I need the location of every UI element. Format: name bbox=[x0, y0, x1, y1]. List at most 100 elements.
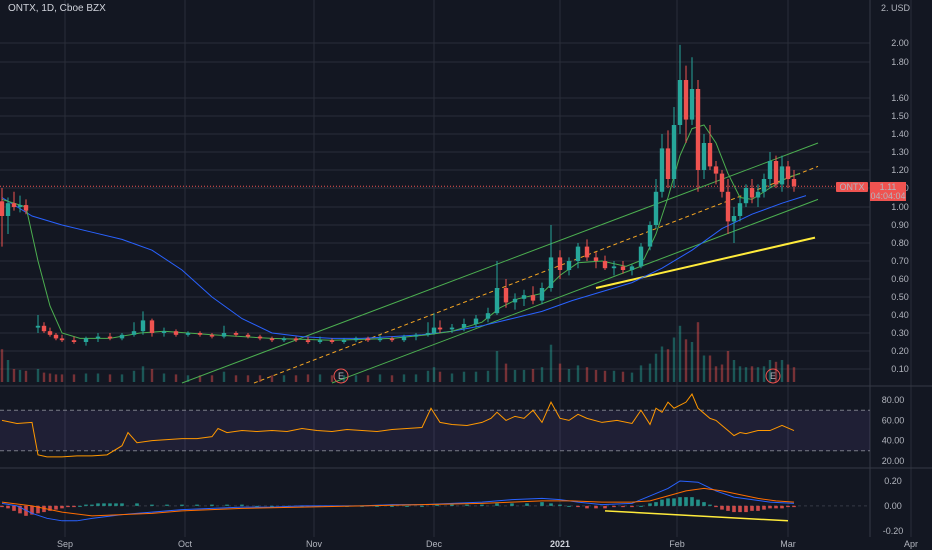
candle-body bbox=[119, 334, 125, 339]
candle-body bbox=[173, 331, 179, 335]
volume-bar bbox=[504, 363, 508, 382]
volume-bar bbox=[234, 375, 238, 382]
price-axis-tick: 2.00 bbox=[891, 38, 909, 48]
macd-histogram-bar bbox=[549, 503, 553, 506]
macd-histogram-bar bbox=[180, 504, 184, 506]
candle-body bbox=[41, 325, 47, 332]
volume-bar bbox=[621, 371, 625, 382]
volume-bar bbox=[390, 375, 394, 382]
volume-bar bbox=[258, 375, 262, 382]
macd-histogram bbox=[0, 497, 796, 516]
candle-body bbox=[647, 225, 653, 247]
candle-body bbox=[539, 288, 545, 301]
macd-histogram-bar bbox=[66, 505, 70, 508]
volume-bar bbox=[330, 375, 334, 382]
candle-body bbox=[521, 295, 527, 299]
macd-histogram-bar bbox=[666, 498, 670, 506]
macd-axis-tick: 0.00 bbox=[884, 501, 902, 511]
candle-body bbox=[665, 148, 671, 179]
candle-body bbox=[233, 333, 239, 335]
volume-bar bbox=[768, 360, 772, 382]
time-axis-tick: Feb bbox=[669, 539, 685, 549]
macd-histogram-bar bbox=[165, 504, 169, 506]
candle-body bbox=[257, 336, 263, 339]
volume-bar bbox=[714, 366, 718, 382]
macd-histogram-bar bbox=[594, 505, 598, 509]
volume-bar bbox=[402, 374, 406, 382]
time-axis-tick: Oct bbox=[178, 539, 193, 549]
volume-bar bbox=[198, 375, 202, 382]
price-axis-tick: 0.50 bbox=[891, 292, 909, 302]
volume-bar bbox=[450, 373, 454, 382]
candle-body bbox=[0, 201, 5, 216]
price-axis-tick: 0.70 bbox=[891, 256, 909, 266]
candle-body bbox=[413, 334, 419, 337]
volume-bar bbox=[720, 364, 724, 382]
volume-bar bbox=[684, 339, 688, 382]
volume-bar bbox=[612, 370, 616, 382]
volume-bar bbox=[378, 374, 382, 382]
candle-body bbox=[35, 325, 41, 328]
volume-bar bbox=[354, 375, 358, 382]
macd-divergence-line bbox=[604, 510, 789, 522]
volume-bar bbox=[72, 374, 76, 382]
volume-bar bbox=[96, 373, 100, 382]
macd-histogram-bar bbox=[465, 504, 469, 506]
macd-histogram-bar bbox=[375, 505, 379, 507]
macd-histogram-bar bbox=[708, 504, 712, 506]
volume-bar bbox=[366, 375, 370, 382]
volume-bar bbox=[432, 367, 436, 382]
volume-bar bbox=[438, 371, 442, 382]
candle-body bbox=[602, 261, 608, 269]
volume-bar bbox=[54, 374, 58, 382]
volume-bar bbox=[60, 374, 64, 382]
volume-bar bbox=[0, 349, 4, 382]
macd-histogram-bar bbox=[585, 505, 589, 509]
candles bbox=[0, 44, 797, 346]
macd-histogram-bar bbox=[744, 505, 748, 513]
volume-bar bbox=[576, 365, 580, 382]
volume-bar bbox=[222, 371, 226, 382]
candle-body bbox=[593, 257, 599, 261]
candle-body bbox=[743, 188, 749, 204]
candle-body bbox=[305, 340, 311, 342]
candle-body bbox=[671, 125, 677, 179]
volume-bar bbox=[18, 369, 22, 382]
volume-bar bbox=[567, 369, 571, 382]
volume-bar bbox=[162, 373, 166, 382]
macd-histogram-bar bbox=[135, 503, 139, 506]
volume-bar bbox=[603, 370, 607, 382]
volume-bar bbox=[654, 353, 658, 382]
volume-bar bbox=[426, 370, 430, 382]
candle-body bbox=[677, 80, 683, 125]
macd-histogram-bar bbox=[786, 505, 790, 508]
volume-bar bbox=[108, 374, 112, 382]
volume-bar bbox=[414, 374, 418, 382]
macd-histogram-bar bbox=[36, 505, 40, 514]
volume-bar bbox=[495, 351, 499, 382]
candle-body bbox=[431, 327, 437, 333]
macd-histogram-bar bbox=[420, 505, 424, 507]
candle-body bbox=[512, 298, 518, 303]
macd-histogram-bar bbox=[84, 504, 88, 506]
rsi-axis-tick: 40.00 bbox=[882, 436, 905, 446]
volume-bar bbox=[42, 372, 46, 382]
macd-histogram-bar bbox=[30, 505, 34, 515]
candle-body bbox=[719, 173, 725, 192]
candle-body bbox=[629, 266, 635, 270]
macd-histogram-bar bbox=[678, 497, 682, 506]
candle-body bbox=[749, 188, 755, 198]
volume-bar bbox=[780, 360, 784, 382]
volume-bar bbox=[696, 322, 700, 382]
macd-axis-tick: -0.20 bbox=[883, 526, 904, 536]
price-tag-value: 1.11 bbox=[880, 182, 897, 192]
volume-bars bbox=[0, 322, 796, 382]
macd-histogram-bar bbox=[0, 505, 4, 508]
earnings-event-marker bbox=[765, 368, 781, 384]
price-axis-tick: 1.80 bbox=[891, 57, 909, 67]
time-axis-tick: 2021 bbox=[550, 539, 570, 549]
macd-histogram-bar bbox=[225, 504, 229, 506]
candle-body bbox=[755, 191, 761, 198]
price-axis-tick: 0.60 bbox=[891, 274, 909, 284]
